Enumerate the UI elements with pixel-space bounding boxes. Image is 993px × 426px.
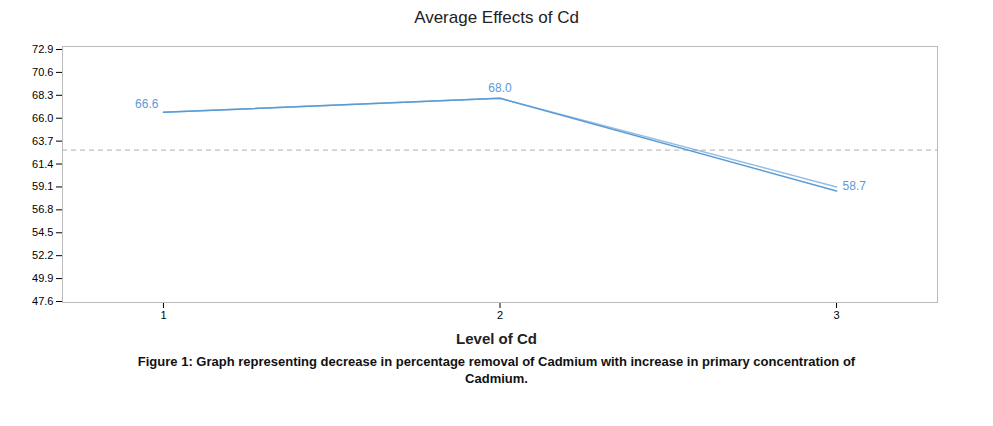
html-text:Figure 1: Graph representing d: Figure 1: Graph representing decrease in… bbox=[137, 354, 856, 369]
svg-text:2: 2 bbox=[497, 309, 503, 321]
html-text:Level of Cd: Level of Cd bbox=[456, 330, 537, 347]
html-text:Average Effects of Cd: Average Effects of Cd bbox=[414, 8, 579, 27]
svg-text:58.7: 58.7 bbox=[843, 179, 867, 193]
svg-text:47.6: 47.6 bbox=[32, 295, 53, 307]
svg-text:59.1: 59.1 bbox=[32, 180, 53, 192]
svg-text:68.0: 68.0 bbox=[488, 81, 512, 95]
svg-text:54.5: 54.5 bbox=[32, 226, 53, 238]
svg-text:68.3: 68.3 bbox=[32, 89, 53, 101]
svg-text:56.8: 56.8 bbox=[32, 203, 53, 215]
svg-text:72.9: 72.9 bbox=[32, 43, 53, 55]
svg-text:70.6: 70.6 bbox=[32, 66, 53, 78]
svg-text:49.9: 49.9 bbox=[32, 272, 53, 284]
svg-text:52.2: 52.2 bbox=[32, 249, 53, 261]
svg-text:61.4: 61.4 bbox=[32, 158, 53, 170]
svg-text:3: 3 bbox=[833, 309, 839, 321]
svg-text:1: 1 bbox=[160, 309, 166, 321]
html-text:Cadmium.: Cadmium. bbox=[465, 371, 528, 386]
svg-text:63.7: 63.7 bbox=[32, 135, 53, 147]
svg-text:66.6: 66.6 bbox=[135, 97, 159, 111]
svg-text:66.0: 66.0 bbox=[32, 112, 53, 124]
